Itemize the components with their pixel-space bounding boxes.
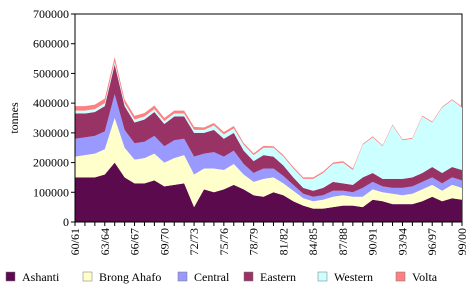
legend-swatch bbox=[395, 271, 406, 282]
y-axis-label: tonnes bbox=[7, 102, 21, 134]
legend-swatch bbox=[317, 271, 328, 282]
legend-swatch bbox=[5, 271, 16, 282]
x-tick-label: 69/70 bbox=[157, 228, 171, 255]
x-tick-label: 81/82 bbox=[276, 228, 290, 255]
area bbox=[75, 118, 462, 209]
x-tick-label: 99/00 bbox=[455, 228, 469, 255]
legend-label: Central bbox=[194, 270, 230, 284]
area bbox=[75, 61, 462, 191]
x-tick-label: 78/79 bbox=[247, 228, 261, 255]
y-tick-label: 0 bbox=[63, 215, 69, 229]
legend-label: Eastern bbox=[260, 270, 296, 284]
y-tick-label: 700000 bbox=[33, 7, 69, 21]
legend-swatch bbox=[177, 271, 188, 282]
y-tick-label: 100000 bbox=[33, 185, 69, 199]
area bbox=[75, 162, 462, 222]
x-tick-label: 75/76 bbox=[217, 228, 231, 255]
x-tick-label: 90/91 bbox=[366, 228, 380, 255]
y-tick-label: 500000 bbox=[33, 66, 69, 80]
x-tick-label: 96/97 bbox=[425, 228, 439, 255]
legend-label: Brong Ahafo bbox=[99, 270, 161, 284]
legend-label: Western bbox=[334, 270, 373, 284]
y-tick-label: 200000 bbox=[33, 156, 69, 170]
y-tick-label: 300000 bbox=[33, 126, 69, 140]
legend-label: Ashanti bbox=[22, 270, 60, 284]
legend-label: Volta bbox=[412, 270, 438, 284]
x-tick-label: 72/73 bbox=[187, 228, 201, 255]
x-tick-label: 87/88 bbox=[336, 228, 350, 255]
area bbox=[75, 94, 462, 202]
area bbox=[75, 64, 462, 197]
x-tick-label: 60/61 bbox=[68, 228, 82, 255]
legend-swatch bbox=[243, 271, 254, 282]
x-tick-label: 63/64 bbox=[98, 228, 112, 255]
y-tick-label: 600000 bbox=[33, 37, 69, 51]
x-tick-label: 93/94 bbox=[395, 228, 409, 255]
x-tick-label: 66/67 bbox=[128, 228, 142, 255]
x-tick-label: 84/85 bbox=[306, 228, 320, 255]
y-tick-label: 400000 bbox=[33, 96, 69, 110]
legend-swatch bbox=[82, 271, 93, 282]
